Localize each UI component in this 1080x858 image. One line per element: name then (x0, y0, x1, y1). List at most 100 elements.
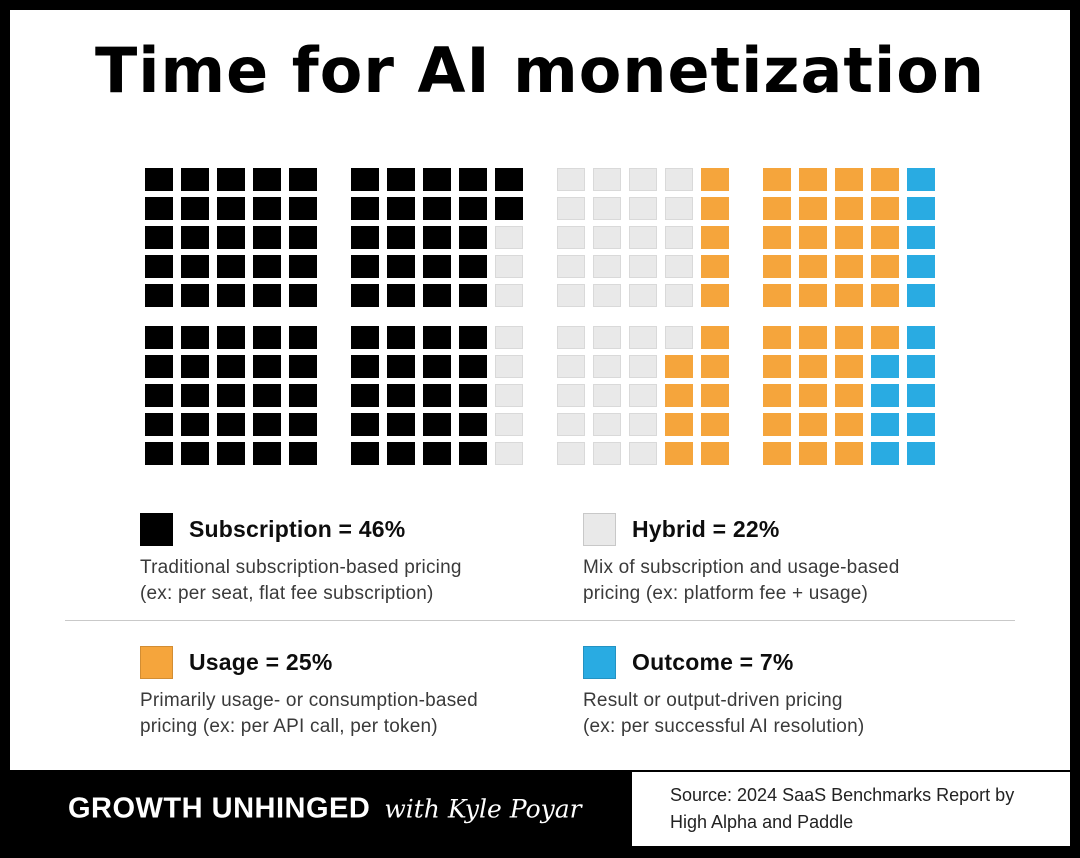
waffle-cell-subscription (253, 442, 281, 465)
waffle-cell-subscription (181, 442, 209, 465)
usage-swatch (140, 646, 173, 679)
waffle-cell-subscription (423, 413, 451, 436)
waffle-cell-usage (835, 384, 863, 407)
waffle-cell-subscription (181, 284, 209, 307)
waffle-cell-hybrid (629, 255, 657, 278)
legend-item-outcome: Outcome = 7% Result or output-driven pri… (583, 646, 1025, 740)
waffle-cell-subscription (217, 442, 245, 465)
waffle-cell-outcome (907, 413, 935, 436)
waffle-block (145, 326, 317, 465)
waffle-cell-hybrid (593, 168, 621, 191)
waffle-cell-subscription (459, 413, 487, 436)
waffle-cell-hybrid (495, 326, 523, 349)
waffle-cell-subscription (459, 255, 487, 278)
waffle-cell-subscription (459, 226, 487, 249)
waffle-cell-subscription (289, 442, 317, 465)
waffle-cell-usage (835, 442, 863, 465)
waffle-cell-subscription (351, 255, 379, 278)
waffle-cell-outcome (907, 197, 935, 220)
waffle-cell-usage (799, 442, 827, 465)
waffle-cell-subscription (145, 226, 173, 249)
waffle-cell-hybrid (593, 355, 621, 378)
waffle-cell-subscription (289, 255, 317, 278)
waffle-cell-subscription (181, 255, 209, 278)
waffle-cell-hybrid (593, 413, 621, 436)
waffle-cell-subscription (145, 197, 173, 220)
legend-desc-outcome: Result or output-driven pricing (ex: per… (583, 690, 865, 738)
waffle-cell-outcome (907, 226, 935, 249)
brand: GROWTH UNHINGED with Kyle Poyar (68, 793, 582, 826)
waffle-cell-subscription (289, 197, 317, 220)
waffle-cell-outcome (907, 326, 935, 349)
waffle-cell-usage (701, 255, 729, 278)
waffle-cell-subscription (351, 326, 379, 349)
waffle-cell-subscription (351, 197, 379, 220)
waffle-cell-usage (799, 255, 827, 278)
waffle-cell-subscription (459, 384, 487, 407)
waffle-block-row (145, 326, 935, 465)
waffle-cell-subscription (253, 168, 281, 191)
waffle-cell-usage (835, 226, 863, 249)
waffle-cell-usage (763, 384, 791, 407)
waffle-cell-subscription (289, 326, 317, 349)
waffle-cell-usage (763, 326, 791, 349)
waffle-cell-hybrid (593, 384, 621, 407)
waffle-cell-subscription (217, 384, 245, 407)
waffle-cell-subscription (423, 255, 451, 278)
waffle-block (557, 326, 729, 465)
waffle-cell-hybrid (665, 255, 693, 278)
waffle-cell-hybrid (593, 326, 621, 349)
waffle-cell-usage (763, 442, 791, 465)
waffle-cell-subscription (253, 326, 281, 349)
waffle-cell-subscription (181, 197, 209, 220)
waffle-cell-usage (701, 284, 729, 307)
waffle-cell-usage (871, 226, 899, 249)
waffle-cell-usage (763, 226, 791, 249)
waffle-cell-usage (665, 384, 693, 407)
waffle-cell-outcome (907, 442, 935, 465)
legend-item-subscription: Subscription = 46% Traditional subscript… (140, 513, 583, 607)
waffle-cell-subscription (253, 284, 281, 307)
infographic-page: Time for AI monetization Subscription = … (10, 10, 1070, 848)
waffle-cell-outcome (907, 355, 935, 378)
waffle-cell-subscription (387, 413, 415, 436)
waffle-cell-hybrid (495, 255, 523, 278)
waffle-cell-subscription (423, 355, 451, 378)
legend-item-usage: Usage = 25% Primarily usage- or consumpt… (140, 646, 583, 740)
waffle-cell-subscription (289, 168, 317, 191)
waffle-cell-usage (701, 197, 729, 220)
waffle-cell-subscription (289, 284, 317, 307)
waffle-cell-subscription (495, 168, 523, 191)
subscription-swatch (140, 513, 173, 546)
waffle-cell-subscription (253, 413, 281, 436)
legend-title-hybrid: Hybrid = 22% (632, 516, 780, 542)
legend-head: Usage = 25% (140, 646, 583, 679)
waffle-cell-hybrid (557, 413, 585, 436)
legend-divider (65, 620, 1015, 621)
source-box: Source: 2024 SaaS Benchmarks Report by H… (632, 772, 1070, 846)
waffle-cell-hybrid (593, 226, 621, 249)
waffle-cell-hybrid (629, 197, 657, 220)
brand-name: GROWTH UNHINGED (68, 792, 371, 825)
waffle-block (557, 168, 729, 307)
legend-item-hybrid: Hybrid = 22% Mix of subscription and usa… (583, 513, 1025, 607)
waffle-cell-usage (665, 413, 693, 436)
waffle-cell-subscription (351, 355, 379, 378)
waffle-cell-usage (799, 168, 827, 191)
waffle-cell-usage (701, 326, 729, 349)
waffle-cell-subscription (181, 168, 209, 191)
legend-title-subscription: Subscription = 46% (189, 516, 406, 542)
waffle-cell-subscription (351, 284, 379, 307)
waffle-cell-hybrid (629, 384, 657, 407)
waffle-cell-usage (871, 197, 899, 220)
waffle-cell-subscription (423, 168, 451, 191)
waffle-cell-usage (763, 197, 791, 220)
waffle-cell-subscription (217, 197, 245, 220)
waffle-cell-usage (871, 255, 899, 278)
waffle-cell-usage (799, 326, 827, 349)
legend-title-outcome: Outcome = 7% (632, 649, 794, 675)
waffle-cell-subscription (181, 413, 209, 436)
waffle-cell-subscription (145, 413, 173, 436)
waffle-cell-hybrid (495, 284, 523, 307)
waffle-cell-hybrid (665, 197, 693, 220)
